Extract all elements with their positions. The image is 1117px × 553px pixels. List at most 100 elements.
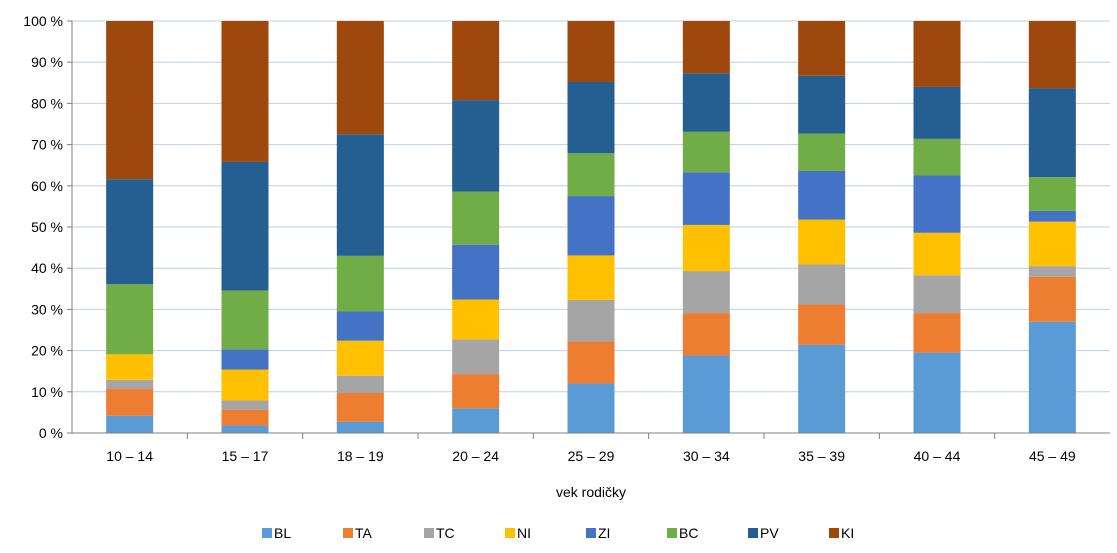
bar-segment-tc [682, 271, 730, 314]
x-tick-label: 18 – 19 [337, 448, 384, 464]
bar-segment-bl [106, 415, 154, 433]
x-axis-title: vek rodičky [556, 484, 626, 500]
bar-segment-tc [798, 264, 846, 305]
bar-segment-ta [913, 313, 961, 353]
y-tick-label: 40 % [31, 260, 63, 276]
bar-segment-tc [221, 400, 269, 410]
legend-label-pv: PV [760, 525, 779, 541]
bar-segment-pv [913, 86, 961, 139]
bar-segment-ki [567, 21, 615, 82]
bar-segment-ki [1028, 21, 1076, 89]
x-tick-label: 25 – 29 [568, 448, 615, 464]
bar-segment-pv [221, 161, 269, 291]
bar-segment-zi [913, 175, 961, 233]
bar-segment-ki [452, 21, 500, 101]
bar-segment-ta [682, 313, 730, 356]
y-tick-label: 0 % [39, 425, 63, 441]
bar-segment-bc [106, 284, 154, 355]
x-tick-label: 35 – 39 [798, 448, 845, 464]
bar-segment-bc [567, 153, 615, 197]
legend-swatch-zi [586, 528, 596, 538]
bar-segment-ki [106, 21, 154, 180]
bar-segment-bc [336, 255, 384, 312]
bar-segment-zi [567, 196, 615, 256]
x-axis-tick-labels: 10 – 14 15 – 17 18 – 19 20 – 24 25 – 29 30 – … [106, 433, 1076, 464]
legend-swatch-ni [505, 528, 515, 538]
bar-segment-ki [798, 21, 846, 76]
legend-label-ni: NI [517, 525, 531, 541]
bar-segment-bc [798, 133, 846, 171]
bar-segment-ni [221, 369, 269, 401]
bar-segment-ni [106, 354, 154, 380]
legend-label-ki: KI [841, 525, 854, 541]
y-tick-label: 90 % [31, 54, 63, 70]
legend-swatch-ki [829, 528, 839, 538]
bar-segment-ni [798, 219, 846, 265]
bar-segment-bl [798, 344, 846, 433]
bar-segment-zi [798, 170, 846, 220]
y-tick-label: 60 % [31, 178, 63, 194]
y-tick-label: 10 % [31, 384, 63, 400]
legend-swatch-bl [262, 528, 272, 538]
x-tick-label: 10 – 14 [106, 448, 153, 464]
x-tick-label: 40 – 44 [914, 448, 961, 464]
legend-swatch-pv [748, 528, 758, 538]
bar-segment-ki [221, 21, 269, 162]
bar-segment-ki [336, 21, 384, 135]
bar-segment-pv [1028, 88, 1076, 178]
bar-segment-ni [913, 232, 961, 276]
bar-segment-tc [106, 379, 154, 389]
legend: BL TA TC NI ZI BC PV KI [262, 525, 854, 541]
bar-segment-ni [567, 255, 615, 300]
bar-segment-bl [336, 421, 384, 433]
bar-segment-ta [452, 374, 500, 409]
y-axis-tick-labels: 0 % 10 % 20 % 30 % 40 % 50 % 60 % 70 % 80 % 90 % 1… [23, 13, 72, 441]
bar-segment-ta [336, 393, 384, 422]
bar-segment-pv [798, 75, 846, 134]
bar-segment-ni [452, 299, 500, 340]
legend-label-zi: ZI [598, 525, 610, 541]
bar-segment-tc [567, 299, 615, 342]
legend-label-tc: TC [436, 525, 455, 541]
bar-segment-pv [336, 134, 384, 256]
bar-segment-tc [452, 339, 500, 375]
bar-segment-pv [567, 81, 615, 154]
bar-segment-bl [913, 352, 961, 433]
x-tick-label: 45 – 49 [1029, 448, 1076, 464]
bar-segment-zi [336, 311, 384, 341]
bar-segment-ta [106, 388, 154, 416]
bar-segment-ta [798, 304, 846, 345]
bar-segment-bc [452, 191, 500, 245]
bar-segment-zi [221, 349, 269, 370]
legend-label-ta: TA [355, 525, 373, 541]
y-tick-label: 30 % [31, 301, 63, 317]
y-tick-label: 20 % [31, 343, 63, 359]
bar-segment-ki [913, 21, 961, 87]
x-tick-label: 20 – 24 [452, 448, 499, 464]
bar-segment-bc [1028, 177, 1076, 211]
bar-segment-tc [336, 375, 384, 394]
legend-swatch-ta [343, 528, 353, 538]
bar-segment-bc [913, 138, 961, 176]
bar-segment-zi [452, 244, 500, 300]
bar-segment-ni [1028, 221, 1076, 267]
bar-segment-tc [913, 275, 961, 314]
bar-segment-bl [1028, 321, 1076, 433]
legend-label-bl: BL [274, 525, 291, 541]
bar-segment-ki [682, 21, 730, 74]
y-tick-label: 80 % [31, 95, 63, 111]
axes [71, 21, 1110, 434]
bar-segment-bl [452, 408, 500, 433]
bar-segment-bl [567, 383, 615, 433]
bar-segment-zi [1028, 210, 1076, 222]
bar-segment-bl [221, 425, 269, 433]
bar-segment-ta [567, 341, 615, 384]
bars [106, 21, 1076, 433]
y-tick-label: 100 % [23, 13, 63, 29]
x-tick-label: 30 – 34 [683, 448, 730, 464]
bar-segment-bc [221, 290, 269, 350]
x-tick-label: 15 – 17 [222, 448, 269, 464]
bar-segment-bc [682, 131, 730, 173]
